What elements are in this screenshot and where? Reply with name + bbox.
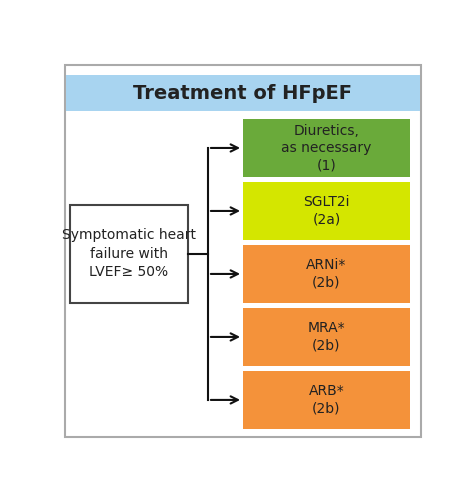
FancyBboxPatch shape: [65, 66, 421, 436]
FancyBboxPatch shape: [70, 205, 188, 303]
FancyBboxPatch shape: [243, 308, 410, 366]
FancyBboxPatch shape: [243, 371, 410, 429]
FancyBboxPatch shape: [243, 182, 410, 240]
Text: ARB*
(2b): ARB* (2b): [309, 384, 345, 415]
Text: MRA*
(2b): MRA* (2b): [308, 321, 346, 352]
FancyBboxPatch shape: [243, 245, 410, 303]
FancyBboxPatch shape: [66, 75, 420, 111]
Text: ARNi*
(2b): ARNi* (2b): [306, 258, 346, 290]
Text: Symptomatic heart
failure with
LVEF≥ 50%: Symptomatic heart failure with LVEF≥ 50%: [62, 229, 196, 279]
Text: SGLT2i
(2a): SGLT2i (2a): [303, 195, 350, 227]
FancyBboxPatch shape: [243, 119, 410, 177]
Text: Treatment of HFpEF: Treatment of HFpEF: [133, 83, 353, 102]
Text: Diuretics,
as necessary
(1): Diuretics, as necessary (1): [281, 124, 372, 172]
